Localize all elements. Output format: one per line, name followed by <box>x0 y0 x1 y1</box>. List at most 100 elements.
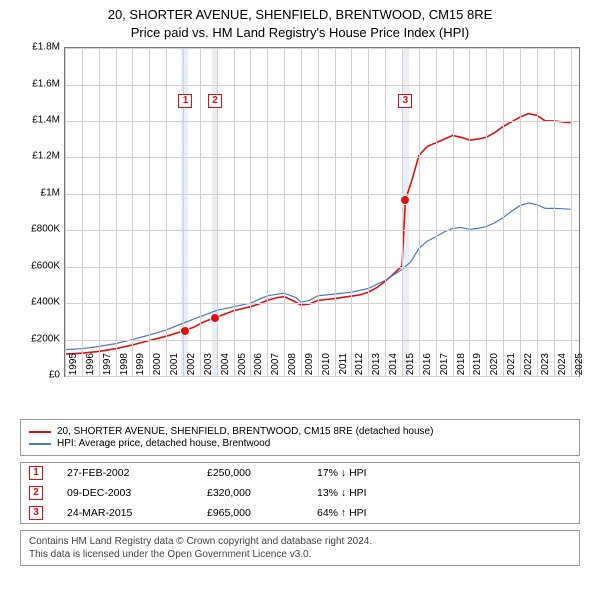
y-axis-label: £200K <box>20 333 60 344</box>
gridline-v <box>419 48 420 376</box>
x-axis-label: 2005 <box>237 353 248 383</box>
y-axis-label: £600K <box>20 260 60 271</box>
chart-titles: 20, SHORTER AVENUE, SHENFIELD, BRENTWOOD… <box>0 0 600 41</box>
sale-row-price: £965,000 <box>207 507 317 519</box>
gridline-v <box>82 48 83 376</box>
sale-row-hpi: 17% ↓ HPI <box>317 467 571 479</box>
gridline-v <box>571 48 572 376</box>
x-axis-label: 1996 <box>85 353 96 383</box>
gridline-v <box>99 48 100 376</box>
gridline-h <box>65 85 579 86</box>
legend-item-hpi: HPI: Average price, detached house, Bren… <box>29 438 571 449</box>
gridline-v <box>250 48 251 376</box>
gridline-v <box>166 48 167 376</box>
sale-point-dot <box>210 313 220 323</box>
x-axis-label: 2001 <box>169 353 180 383</box>
legend-box: 20, SHORTER AVENUE, SHENFIELD, BRENTWOOD… <box>20 419 580 456</box>
sale-row: 209-DEC-2003£320,00013% ↓ HPI <box>21 483 579 503</box>
gridline-h <box>65 303 579 304</box>
gridline-h <box>65 194 579 195</box>
gridline-h <box>65 157 579 158</box>
gridline-v <box>436 48 437 376</box>
sale-row-price: £250,000 <box>207 467 317 479</box>
sale-row-date: 09-DEC-2003 <box>67 487 207 499</box>
y-axis-label: £1.4M <box>20 114 60 125</box>
x-axis-label: 2014 <box>388 353 399 383</box>
y-axis-label: £1.2M <box>20 151 60 162</box>
sale-marker: 1 <box>178 94 192 108</box>
x-axis-label: 2007 <box>270 353 281 383</box>
sale-row: 1 27-FEB-2002£250,00017% ↓ HPI <box>21 463 579 483</box>
x-axis-label: 2024 <box>557 353 568 383</box>
sale-row-hpi: 64% ↑ HPI <box>317 507 571 519</box>
x-axis-label: 2023 <box>540 353 551 383</box>
y-axis-label: £1.6M <box>20 78 60 89</box>
x-axis-label: 2008 <box>287 353 298 383</box>
x-axis-label: 2006 <box>253 353 264 383</box>
sale-row-date: 24-MAR-2015 <box>67 507 207 519</box>
x-axis-label: 2010 <box>321 353 332 383</box>
footnote-line-2: This data is licensed under the Open Gov… <box>29 548 571 561</box>
sale-row-price: £320,000 <box>207 487 317 499</box>
gridline-v <box>284 48 285 376</box>
gridline-h <box>65 267 579 268</box>
y-axis-label: £400K <box>20 297 60 308</box>
gridline-v <box>116 48 117 376</box>
legend-label-property: 20, SHORTER AVENUE, SHENFIELD, BRENTWOOD… <box>57 426 433 437</box>
x-axis-label: 2016 <box>422 353 433 383</box>
y-axis-label: £800K <box>20 224 60 235</box>
sale-marker: 2 <box>208 94 222 108</box>
gridline-v <box>318 48 319 376</box>
sale-point-dot <box>180 326 190 336</box>
x-axis-label: 2021 <box>506 353 517 383</box>
x-axis-label: 2022 <box>523 353 534 383</box>
sale-marker: 3 <box>398 94 412 108</box>
gridline-v <box>351 48 352 376</box>
sale-row: 3 24-MAR-2015£965,00064% ↑ HPI <box>21 503 579 523</box>
x-axis-label: 2012 <box>354 353 365 383</box>
x-axis-label: 1995 <box>68 353 79 383</box>
x-axis-label: 2003 <box>203 353 214 383</box>
gridline-v <box>469 48 470 376</box>
x-axis-label: 2025 <box>574 353 585 383</box>
x-axis-label: 2018 <box>456 353 467 383</box>
sale-row-marker: 3 <box>29 506 43 520</box>
x-axis-label: 2004 <box>220 353 231 383</box>
sale-row-date: 27-FEB-2002 <box>67 467 207 479</box>
legend-item-property: 20, SHORTER AVENUE, SHENFIELD, BRENTWOOD… <box>29 426 571 437</box>
x-axis-label: 1999 <box>135 353 146 383</box>
footnote-line-1: Contains HM Land Registry data © Crown c… <box>29 535 571 548</box>
gridline-v <box>200 48 201 376</box>
sale-point-dot <box>400 195 410 205</box>
x-axis-label: 2009 <box>304 353 315 383</box>
sale-row-marker: 1 <box>29 466 43 480</box>
x-axis-label: 2011 <box>338 353 349 383</box>
gridline-v <box>368 48 369 376</box>
gridline-h <box>65 340 579 341</box>
gridline-v <box>503 48 504 376</box>
x-axis-label: 2002 <box>186 353 197 383</box>
y-axis-label: £1.8M <box>20 42 60 53</box>
x-axis-label: 1998 <box>119 353 130 383</box>
gridline-v <box>65 48 66 376</box>
gridline-v <box>385 48 386 376</box>
gridline-v <box>132 48 133 376</box>
x-axis-label: 1997 <box>102 353 113 383</box>
legend-swatch-property <box>29 431 51 433</box>
x-axis-label: 2015 <box>405 353 416 383</box>
gridline-v <box>335 48 336 376</box>
chart-lines-svg <box>65 48 579 376</box>
gridline-h <box>65 48 579 49</box>
y-axis-label: £1M <box>20 187 60 198</box>
gridline-v <box>234 48 235 376</box>
x-axis-label: 2000 <box>152 353 163 383</box>
gridline-h <box>65 230 579 231</box>
sales-table: 1 27-FEB-2002£250,00017% ↓ HPI 209-DEC-200… <box>20 462 580 524</box>
gridline-v <box>554 48 555 376</box>
gridline-h <box>65 121 579 122</box>
legend-swatch-hpi <box>29 443 51 445</box>
gridline-v <box>453 48 454 376</box>
gridline-v <box>537 48 538 376</box>
x-axis-label: 2019 <box>472 353 483 383</box>
x-axis-label: 2017 <box>439 353 450 383</box>
